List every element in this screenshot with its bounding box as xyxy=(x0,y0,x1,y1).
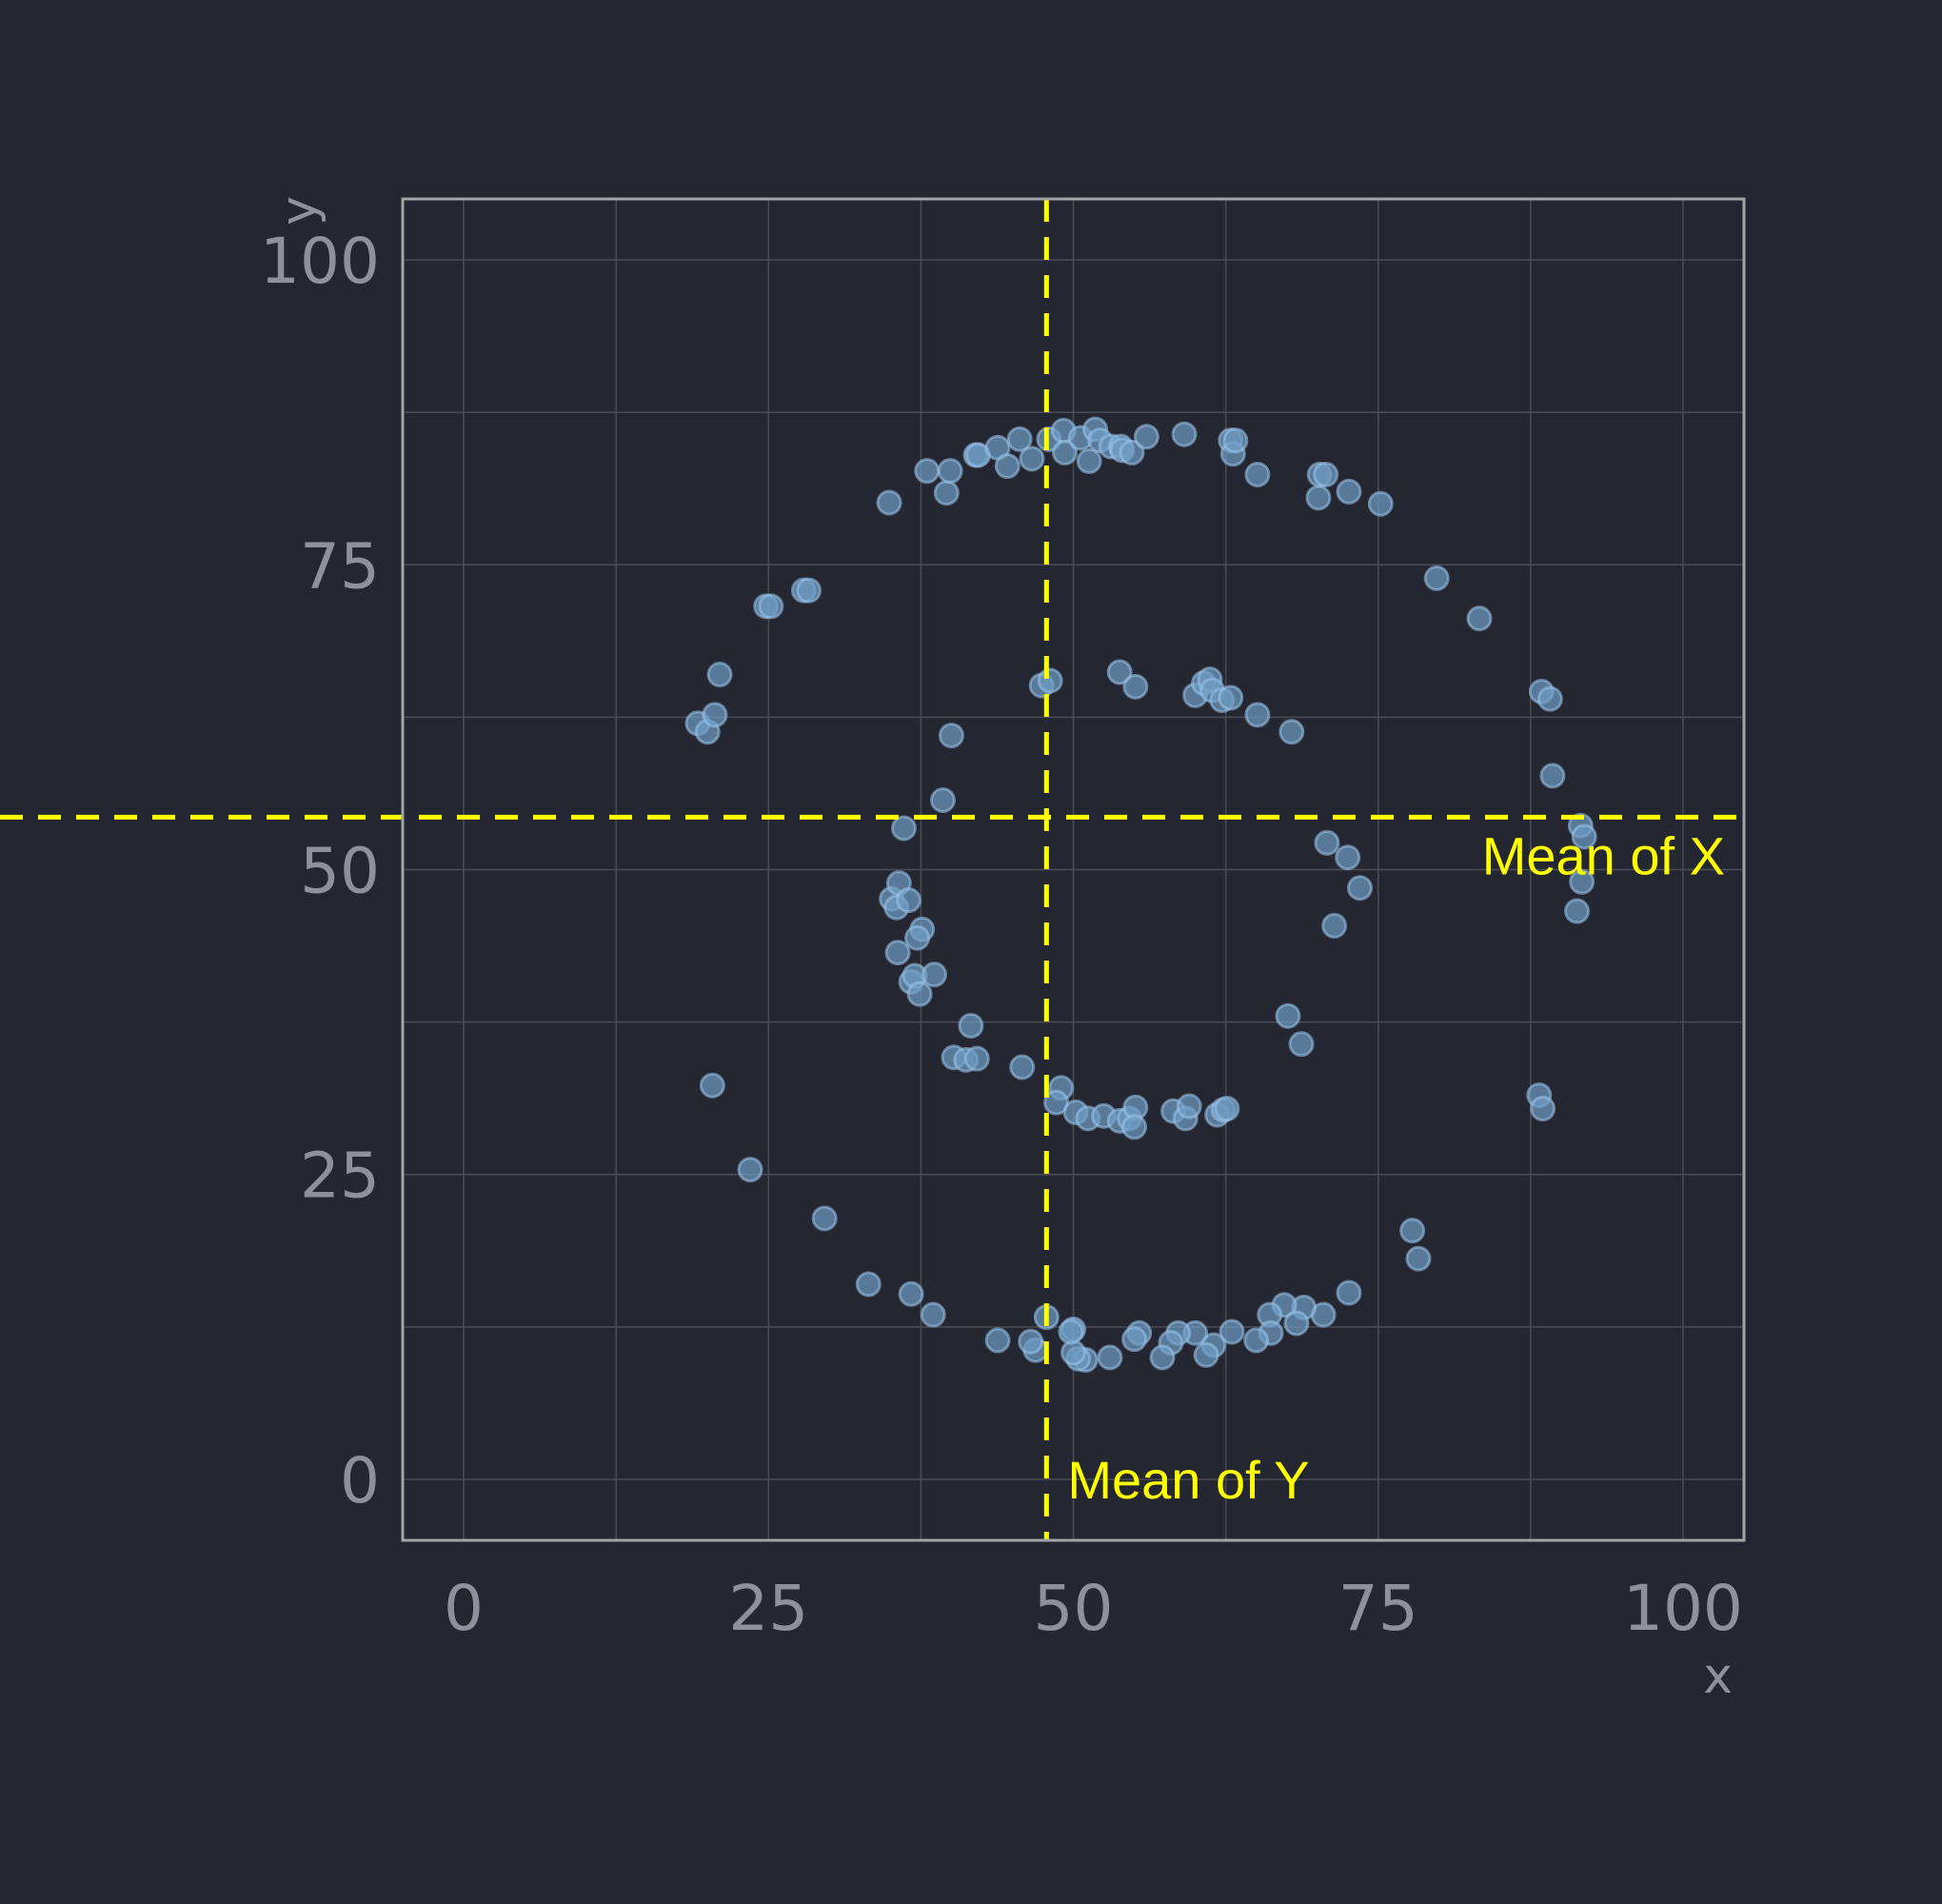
data-point xyxy=(884,940,911,966)
data-point xyxy=(1405,1245,1432,1272)
data-point xyxy=(1018,1328,1044,1355)
x-tick-label: 25 xyxy=(728,1572,808,1645)
data-point xyxy=(1006,426,1033,452)
data-point xyxy=(1423,565,1450,591)
data-point xyxy=(1214,1096,1240,1122)
y-tick-label: 75 xyxy=(300,529,380,603)
data-point xyxy=(933,480,960,506)
data-point xyxy=(963,1045,990,1072)
grid xyxy=(403,199,1744,1540)
data-point xyxy=(758,593,784,620)
data-point xyxy=(1536,685,1563,712)
data-point xyxy=(984,1327,1011,1354)
data-point xyxy=(1122,673,1149,700)
data-point xyxy=(702,702,728,728)
data-point xyxy=(699,1072,725,1099)
data-point xyxy=(1121,1326,1148,1353)
data-point xyxy=(1037,667,1063,694)
data-point xyxy=(929,786,956,813)
x-axis-title: x xyxy=(1703,1648,1733,1705)
data-point xyxy=(1367,490,1394,517)
data-point xyxy=(1244,461,1271,487)
data-point xyxy=(890,815,917,842)
data-point xyxy=(898,1280,924,1307)
data-point xyxy=(1218,684,1244,711)
data-point xyxy=(1149,1344,1176,1371)
x-tick-label: 75 xyxy=(1338,1572,1418,1645)
data-point xyxy=(1052,439,1079,466)
data-point xyxy=(1278,719,1305,745)
data-point xyxy=(1336,478,1362,505)
data-point xyxy=(811,1205,838,1232)
data-point xyxy=(1539,763,1566,789)
y-tick-label: 100 xyxy=(260,225,380,298)
data-point xyxy=(1193,1341,1219,1368)
data-point xyxy=(1564,898,1591,924)
data-point xyxy=(1121,1114,1148,1140)
data-point xyxy=(1060,1339,1086,1366)
data-point xyxy=(1305,485,1332,511)
data-points xyxy=(684,416,1597,1373)
data-point xyxy=(1283,1310,1310,1337)
data-point xyxy=(994,453,1021,480)
data-point xyxy=(1569,868,1595,895)
data-point xyxy=(1321,912,1348,939)
data-point xyxy=(1058,1319,1084,1345)
data-point xyxy=(737,1157,763,1183)
data-point xyxy=(1335,844,1361,871)
mean-x-annotation: Mean of X xyxy=(1482,825,1725,885)
data-point xyxy=(1275,1002,1301,1029)
data-point xyxy=(1347,875,1374,902)
data-point xyxy=(921,962,947,988)
x-tick-label: 100 xyxy=(1623,1572,1743,1645)
data-point xyxy=(906,981,933,1007)
data-point xyxy=(1336,1279,1362,1306)
data-point xyxy=(1133,424,1159,450)
data-point xyxy=(1219,1319,1245,1345)
data-point xyxy=(1314,829,1340,856)
y-tick-label: 50 xyxy=(300,835,380,908)
data-point xyxy=(896,887,922,914)
data-point xyxy=(876,489,902,516)
data-point xyxy=(1466,605,1493,632)
data-point xyxy=(1019,446,1045,472)
data-point xyxy=(904,924,931,951)
data-point xyxy=(1171,421,1198,447)
data-point xyxy=(1176,1093,1202,1120)
data-point xyxy=(1097,1344,1123,1371)
data-point xyxy=(938,723,964,749)
data-point xyxy=(958,1012,984,1039)
data-point xyxy=(937,458,963,485)
data-point xyxy=(1313,461,1339,487)
mean-y-annotation: Mean of Y xyxy=(1067,1450,1309,1510)
data-point xyxy=(706,662,733,688)
data-point xyxy=(1106,659,1133,685)
data-point xyxy=(1244,702,1271,728)
data-point xyxy=(1222,427,1249,454)
x-tick-label: 50 xyxy=(1034,1572,1114,1645)
y-axis-title: y xyxy=(270,196,327,226)
data-point xyxy=(1571,823,1597,850)
data-point xyxy=(914,458,941,485)
data-point xyxy=(1119,439,1145,466)
y-tick-label: 0 xyxy=(340,1444,380,1517)
data-point xyxy=(1243,1327,1270,1354)
x-tick-label: 0 xyxy=(444,1572,484,1645)
data-point xyxy=(855,1271,882,1298)
data-point xyxy=(1076,447,1102,474)
data-point xyxy=(1009,1054,1036,1081)
data-point xyxy=(1530,1096,1556,1122)
data-point xyxy=(1288,1031,1315,1058)
data-point xyxy=(920,1301,946,1328)
tick-labels: 0 25 50 75 100 0 25 50 75 100 xyxy=(260,225,1743,1645)
data-point xyxy=(1399,1218,1426,1244)
y-tick-label: 25 xyxy=(300,1140,380,1213)
plot-frame xyxy=(401,197,1746,1542)
data-point xyxy=(796,577,822,604)
